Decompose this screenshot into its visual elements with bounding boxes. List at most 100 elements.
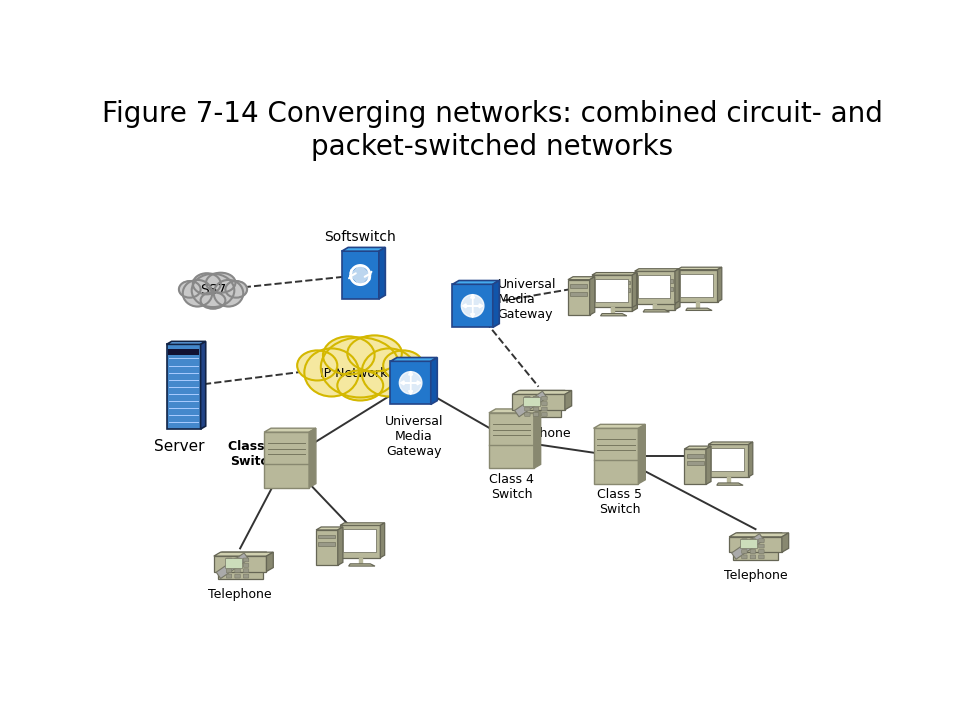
Polygon shape (733, 533, 782, 535)
FancyBboxPatch shape (711, 449, 744, 472)
Polygon shape (568, 279, 589, 315)
Polygon shape (749, 442, 753, 477)
Ellipse shape (337, 371, 383, 400)
Polygon shape (166, 344, 201, 429)
Polygon shape (492, 281, 499, 328)
FancyBboxPatch shape (541, 396, 547, 400)
FancyBboxPatch shape (686, 462, 704, 465)
Ellipse shape (182, 280, 212, 307)
FancyBboxPatch shape (533, 396, 539, 400)
FancyBboxPatch shape (541, 402, 547, 405)
Ellipse shape (298, 351, 337, 380)
FancyBboxPatch shape (750, 539, 756, 543)
FancyBboxPatch shape (740, 539, 757, 549)
Polygon shape (431, 358, 438, 405)
Polygon shape (730, 537, 781, 552)
FancyBboxPatch shape (243, 574, 249, 578)
Polygon shape (685, 308, 712, 310)
Polygon shape (677, 267, 722, 270)
Polygon shape (677, 270, 717, 302)
FancyBboxPatch shape (750, 549, 756, 554)
Polygon shape (309, 428, 316, 487)
Polygon shape (216, 553, 249, 578)
Polygon shape (675, 271, 680, 310)
Text: IP Network: IP Network (321, 367, 388, 380)
FancyBboxPatch shape (637, 275, 670, 298)
FancyBboxPatch shape (742, 549, 747, 554)
Polygon shape (733, 535, 778, 560)
Polygon shape (675, 269, 679, 304)
Ellipse shape (362, 348, 417, 397)
Polygon shape (730, 533, 789, 537)
Polygon shape (201, 341, 205, 429)
FancyBboxPatch shape (750, 555, 756, 559)
FancyBboxPatch shape (758, 544, 764, 548)
FancyBboxPatch shape (525, 396, 530, 400)
Polygon shape (214, 552, 274, 556)
Polygon shape (218, 554, 262, 579)
FancyBboxPatch shape (570, 284, 588, 288)
FancyBboxPatch shape (227, 574, 231, 578)
Ellipse shape (383, 351, 423, 380)
FancyBboxPatch shape (525, 407, 530, 411)
Ellipse shape (206, 273, 235, 292)
FancyBboxPatch shape (235, 574, 240, 578)
Polygon shape (564, 390, 571, 410)
Polygon shape (589, 276, 595, 315)
Ellipse shape (192, 274, 234, 307)
Polygon shape (452, 281, 499, 284)
Text: Softswitch: Softswitch (324, 230, 396, 244)
FancyBboxPatch shape (344, 529, 375, 552)
Polygon shape (534, 409, 540, 468)
FancyBboxPatch shape (227, 558, 231, 562)
Polygon shape (633, 273, 636, 307)
Polygon shape (593, 428, 638, 484)
Polygon shape (516, 393, 561, 418)
Polygon shape (267, 552, 274, 572)
Ellipse shape (321, 338, 399, 397)
Polygon shape (684, 446, 711, 449)
FancyBboxPatch shape (541, 413, 547, 416)
Polygon shape (635, 271, 675, 304)
Polygon shape (489, 409, 540, 413)
Polygon shape (379, 248, 385, 299)
FancyArrow shape (470, 294, 474, 305)
Ellipse shape (226, 281, 247, 297)
Polygon shape (512, 390, 571, 395)
Text: Class 4
Switch: Class 4 Switch (489, 473, 534, 501)
Polygon shape (568, 276, 595, 279)
Text: Class 5
Switch: Class 5 Switch (597, 488, 642, 516)
FancyArrow shape (400, 381, 411, 384)
FancyBboxPatch shape (681, 274, 713, 297)
Polygon shape (512, 395, 564, 410)
Polygon shape (214, 556, 267, 572)
FancyBboxPatch shape (758, 555, 764, 559)
FancyBboxPatch shape (533, 402, 539, 405)
Polygon shape (635, 269, 679, 271)
Polygon shape (316, 530, 338, 565)
Polygon shape (349, 264, 372, 286)
FancyBboxPatch shape (656, 287, 673, 291)
FancyArrow shape (463, 304, 473, 308)
FancyArrow shape (470, 307, 474, 318)
FancyBboxPatch shape (523, 397, 540, 406)
Polygon shape (593, 424, 645, 428)
Polygon shape (489, 413, 534, 468)
FancyBboxPatch shape (686, 454, 704, 458)
FancyArrow shape (409, 372, 413, 382)
FancyBboxPatch shape (742, 539, 747, 543)
Polygon shape (706, 446, 711, 485)
Polygon shape (732, 534, 764, 559)
FancyArrow shape (409, 384, 413, 395)
Polygon shape (708, 442, 753, 444)
Text: Class 5
Switch: Class 5 Switch (228, 440, 277, 468)
FancyBboxPatch shape (243, 564, 249, 567)
FancyBboxPatch shape (742, 544, 747, 548)
Ellipse shape (214, 280, 243, 307)
FancyBboxPatch shape (533, 407, 539, 411)
Polygon shape (516, 390, 565, 393)
Polygon shape (380, 523, 385, 557)
Polygon shape (166, 341, 205, 344)
FancyBboxPatch shape (758, 549, 764, 554)
Polygon shape (342, 251, 379, 299)
